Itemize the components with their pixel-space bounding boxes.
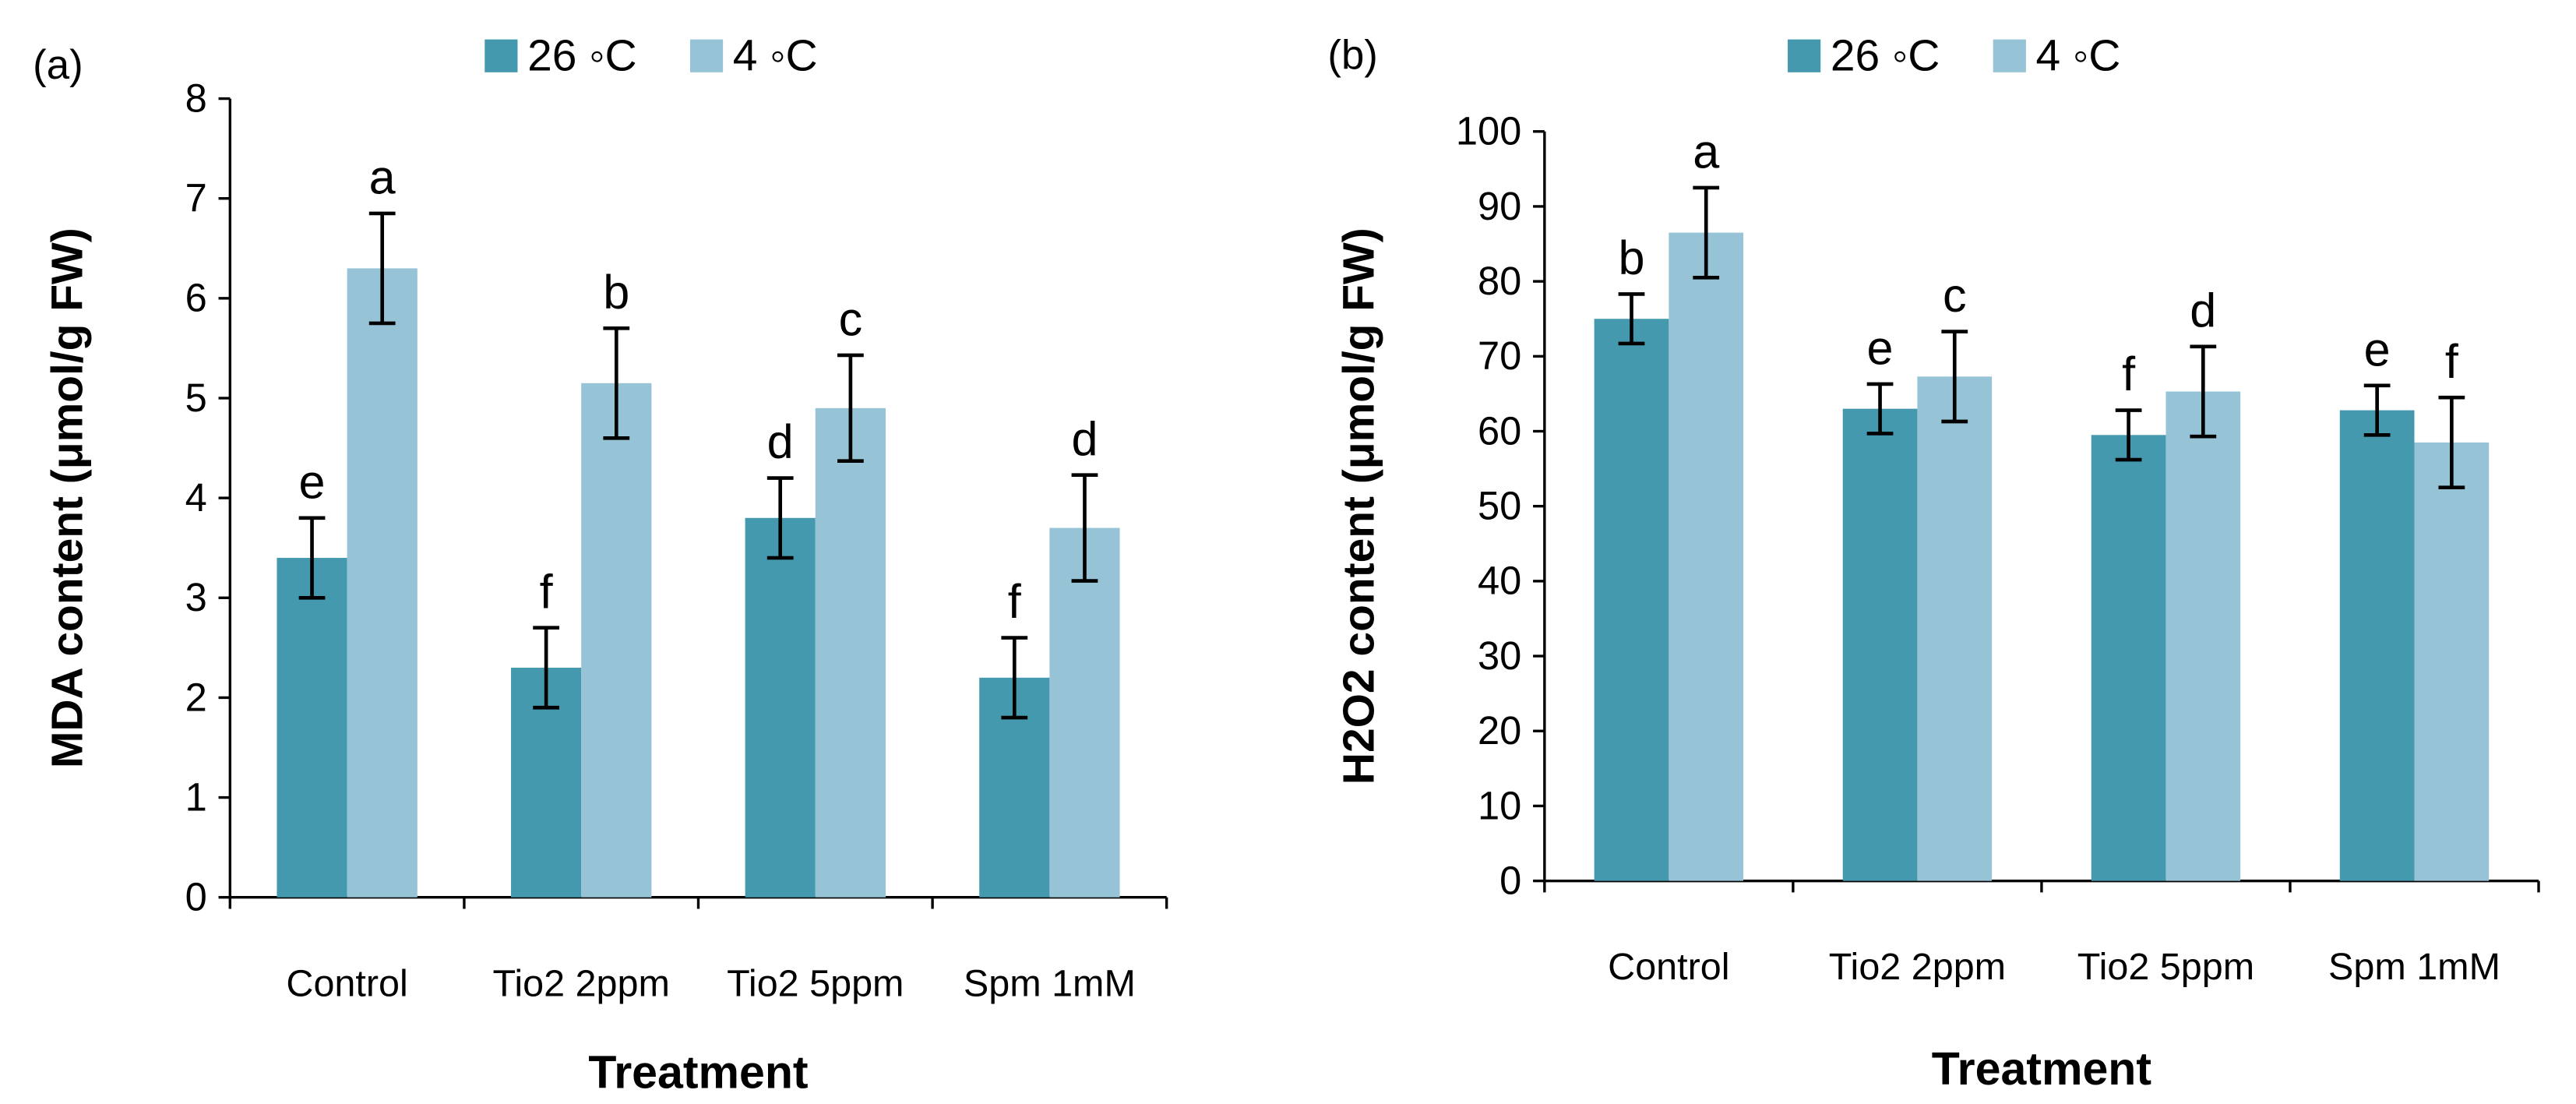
panel-label: (b)	[1327, 33, 1377, 79]
y-tick-label: 0	[1499, 859, 1521, 903]
bar-26c	[1842, 408, 1918, 881]
significance-letter: e	[2364, 323, 2391, 376]
y-tick-label: 10	[1478, 783, 1521, 827]
legend-label: 4 ◦C	[733, 31, 818, 81]
panel-a-mda-chart: (a) 0 1 2 3 4 5 6 7 8 Control Tio2 2ppm Tio2 5ppm Spm…	[33, 31, 1168, 1098]
y-tick-label: 50	[1478, 484, 1521, 528]
error-bar	[2363, 383, 2391, 437]
error-bar	[603, 326, 630, 440]
significance-letter: f	[540, 565, 554, 618]
category-label: Spm 1mM	[2328, 946, 2500, 988]
y-tick-label: 40	[1478, 559, 1521, 603]
legend-swatch	[485, 39, 518, 72]
y-axis-title: MDA content (μmol/g FW)	[42, 228, 92, 768]
category-label: Tio2 5ppm	[727, 962, 904, 1004]
panel-b-h2o2-chart: (b) 0 10 20 30 40 50 60 70 80 90 100 Control Tio2 2pp…	[1327, 31, 2540, 1095]
y-tick-label: 5	[185, 376, 207, 420]
y-tick-label: 90	[1478, 184, 1521, 228]
panel-b-scaled-group: (b) 0 10 20 30 40 50 60 70 80 90 100 Control Tio2 2pp…	[1327, 31, 2540, 1095]
error-bar	[766, 476, 794, 560]
bar-4c	[581, 383, 652, 898]
y-tick-label: 60	[1478, 408, 1521, 453]
bar-4c	[2414, 442, 2490, 881]
significance-letter: b	[603, 266, 629, 319]
error-bar	[2190, 344, 2217, 439]
error-bar	[533, 626, 559, 710]
x-axis-title: Treatment	[1932, 1043, 2151, 1095]
significance-letter: d	[2190, 284, 2216, 337]
y-tick-label: 7	[185, 176, 207, 220]
panel-label: (a)	[33, 42, 83, 88]
error-bar	[837, 353, 864, 464]
y-tick-label: 1	[185, 774, 207, 819]
y-tick-label: 4	[185, 475, 207, 520]
category-label: Tio2 2ppm	[1829, 946, 2006, 988]
legend-swatch	[1788, 39, 1821, 72]
bar-4c	[1917, 376, 1993, 881]
error-bar	[1618, 292, 1645, 346]
legend-swatch	[689, 39, 724, 72]
bar-26c	[2339, 410, 2415, 881]
significance-letter: f	[1008, 575, 1022, 628]
significance-letter: e	[299, 455, 326, 508]
error-bar	[1071, 473, 1098, 583]
panel-a-scaled-group: (a) 0 1 2 3 4 5 6 7 8 Control Tio2 2ppm Tio2 5ppm Spm…	[33, 31, 1168, 1098]
significance-letter: f	[2445, 335, 2459, 388]
bar-4c	[1669, 232, 1744, 881]
category-label: Spm 1mM	[964, 962, 1136, 1004]
error-bar	[1693, 185, 1720, 280]
y-tick-label: 80	[1478, 259, 1521, 303]
bar-26c	[745, 517, 816, 898]
y-tick-label: 8	[185, 76, 207, 120]
category-label: Control	[286, 962, 407, 1004]
y-tick-label: 3	[185, 575, 207, 619]
y-tick-label: 30	[1478, 633, 1521, 678]
y-tick-label: 6	[185, 276, 207, 320]
significance-letter: f	[2122, 347, 2136, 400]
legend-label: 4 ◦C	[2036, 31, 2121, 81]
bar-4c	[2165, 391, 2241, 881]
y-tick-label: 2	[185, 675, 207, 719]
error-bar	[2115, 408, 2142, 462]
legend-swatch	[1993, 39, 2026, 72]
category-label: Control	[1608, 946, 1729, 988]
error-bar	[298, 516, 326, 600]
bar-4c	[1049, 527, 1120, 898]
error-bar	[1866, 382, 1894, 436]
error-bar	[1001, 636, 1028, 720]
significance-letter: b	[1618, 231, 1644, 284]
bar-4c	[347, 268, 418, 898]
significance-letter: e	[1867, 322, 1894, 375]
significance-letter: d	[767, 415, 794, 468]
category-label: Tio2 2ppm	[493, 962, 670, 1004]
significance-letter: c	[839, 293, 863, 346]
significance-letter: c	[1943, 269, 1967, 322]
legend-label: 26 ◦C	[1831, 31, 1940, 81]
error-bar	[1941, 330, 1968, 424]
y-tick-label: 100	[1456, 109, 1521, 153]
y-tick-label: 0	[185, 875, 207, 919]
category-label: Tio2 5ppm	[2077, 946, 2254, 988]
error-bar	[2438, 395, 2465, 489]
bar-26c	[277, 558, 347, 898]
significance-letter: a	[369, 151, 396, 204]
error-bar	[368, 211, 396, 326]
significance-letter: d	[1071, 412, 1098, 465]
y-axis-title: H2O2 content (μmol/g FW)	[1334, 228, 1383, 785]
y-tick-label: 20	[1478, 708, 1521, 753]
bar-26c	[2091, 435, 2166, 881]
bar-26c	[1594, 319, 1669, 881]
bar-4c	[815, 407, 886, 898]
x-axis-title: Treatment	[588, 1046, 808, 1098]
y-tick-label: 70	[1478, 333, 1521, 378]
significance-letter: a	[1693, 125, 1720, 178]
legend-label: 26 ◦C	[527, 31, 636, 81]
